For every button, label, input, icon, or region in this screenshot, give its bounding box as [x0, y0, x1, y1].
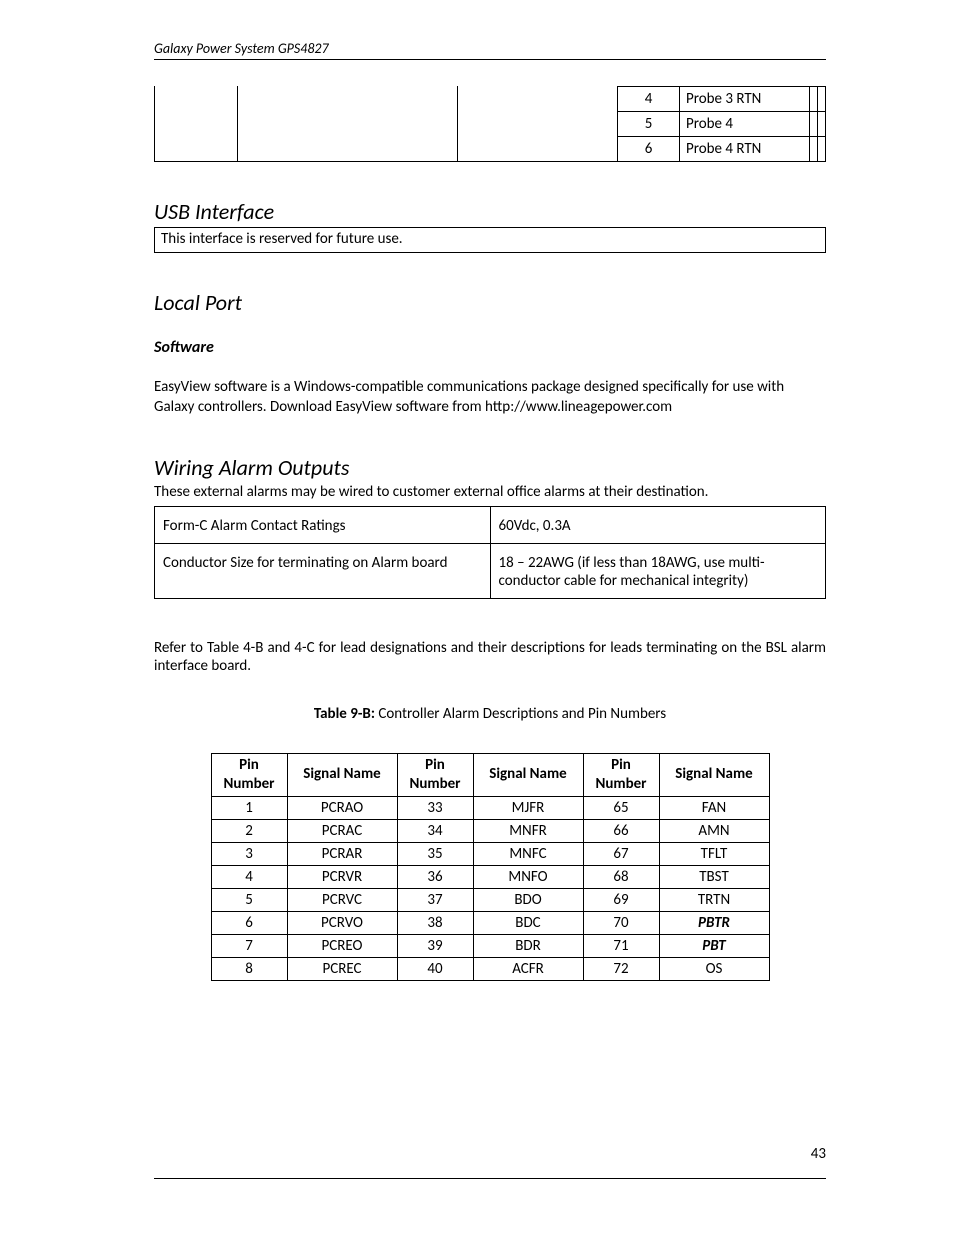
table-row: Conductor Size for terminating on Alarm …	[155, 544, 826, 599]
signal-name-cell: PCRAR	[287, 842, 397, 865]
pin-number-cell: 70	[583, 911, 659, 934]
signal-name-cell: BDO	[473, 888, 583, 911]
heading-local-port: Local Port	[154, 289, 826, 318]
pin-number-cell: 69	[583, 888, 659, 911]
table-row: 4PCRVR36MNFO68TBST	[211, 865, 769, 888]
pin-number-cell: 8	[211, 957, 287, 980]
pin-table: PinNumber Signal Name PinNumber Signal N…	[211, 753, 770, 981]
table-row: 1PCRAO33MJFR65FAN	[211, 796, 769, 819]
pin-number-cell: 72	[583, 957, 659, 980]
signal-name-cell: PCREC	[287, 957, 397, 980]
ratings-label: Form-C Alarm Contact Ratings	[155, 507, 491, 544]
alarm-ratings-table: Form-C Alarm Contact Ratings 60Vdc, 0.3A…	[154, 507, 826, 599]
wiring-intro: These external alarms may be wired to cu…	[154, 483, 826, 508]
signal-name-cell: BDC	[473, 911, 583, 934]
signal-name-cell: PCRVO	[287, 911, 397, 934]
caption-bold: Table 9-B:	[314, 705, 375, 723]
pin-number-cell: 37	[397, 888, 473, 911]
signal-name-cell: TBST	[659, 865, 769, 888]
table-row: 3PCRAR35MNFC67TFLT	[211, 842, 769, 865]
signal-name-cell: MNFO	[473, 865, 583, 888]
signal-name-cell: MJFR	[473, 796, 583, 819]
table-row: Form-C Alarm Contact Ratings 60Vdc, 0.3A	[155, 507, 826, 544]
subheading-software: Software	[154, 338, 826, 357]
table-row: 7PCREO39BDR71PBT	[211, 934, 769, 957]
signal-name-cell: BDR	[473, 934, 583, 957]
probe-num-cell: 5	[618, 111, 679, 136]
pin-number-cell: 1	[211, 796, 287, 819]
signal-name-cell: OS	[659, 957, 769, 980]
usb-text: This interface is reserved for future us…	[154, 228, 826, 253]
table-row: 2PCRAC34MNFR66AMN	[211, 819, 769, 842]
probe-table: 4 5 6 Probe 3 RTN Probe 4 Probe 4 RTN	[154, 86, 826, 162]
probe-num-cell: 4	[618, 86, 679, 111]
pin-number-cell: 34	[397, 819, 473, 842]
pin-number-cell: 39	[397, 934, 473, 957]
pin-number-cell: 65	[583, 796, 659, 819]
refer-paragraph: Refer to Table 4-B and 4-C for lead desi…	[154, 639, 826, 675]
heading-usb-interface: USB Interface	[154, 198, 826, 228]
pin-number-cell: 2	[211, 819, 287, 842]
table-row: 8PCREC40ACFR72OS	[211, 957, 769, 980]
probe-num-cell: 6	[618, 136, 679, 161]
pin-th: PinNumber	[211, 754, 287, 797]
doc-header: Galaxy Power System GPS4827	[154, 40, 826, 60]
pin-th: PinNumber	[397, 754, 473, 797]
heading-wiring-alarm-outputs: Wiring Alarm Outputs	[154, 454, 826, 483]
signal-name-cell: PCRAO	[287, 796, 397, 819]
pin-number-cell: 40	[397, 957, 473, 980]
probe-label-cell: Probe 3 RTN	[680, 86, 809, 111]
pin-number-cell: 68	[583, 865, 659, 888]
signal-name-cell: PBTR	[659, 911, 769, 934]
local-port-body: EasyView software is a Windows-compatibl…	[154, 377, 826, 418]
pin-number-cell: 71	[583, 934, 659, 957]
signal-name-cell: PCRAC	[287, 819, 397, 842]
pin-number-cell: 66	[583, 819, 659, 842]
pin-number-cell: 67	[583, 842, 659, 865]
table-row: 6PCRVO38BDC70PBTR	[211, 911, 769, 934]
probe-label-cell: Probe 4	[680, 111, 809, 136]
pin-th: Signal Name	[659, 754, 769, 797]
pin-th: Signal Name	[473, 754, 583, 797]
signal-name-cell: FAN	[659, 796, 769, 819]
pin-number-cell: 36	[397, 865, 473, 888]
footer-rule	[154, 1178, 826, 1179]
ratings-value: 18 – 22AWG (if less than 18AWG, use mult…	[490, 544, 826, 599]
signal-name-cell: ACFR	[473, 957, 583, 980]
pin-number-cell: 33	[397, 796, 473, 819]
ratings-label: Conductor Size for terminating on Alarm …	[155, 544, 491, 599]
pin-number-cell: 7	[211, 934, 287, 957]
table-row: 5PCRVC37BDO69TRTN	[211, 888, 769, 911]
pin-number-cell: 3	[211, 842, 287, 865]
signal-name-cell: PCRVR	[287, 865, 397, 888]
signal-name-cell: PCRVC	[287, 888, 397, 911]
pin-number-cell: 6	[211, 911, 287, 934]
ratings-value: 60Vdc, 0.3A	[490, 507, 826, 544]
signal-name-cell: TRTN	[659, 888, 769, 911]
pin-th: Signal Name	[287, 754, 397, 797]
signal-name-cell: TFLT	[659, 842, 769, 865]
pin-number-cell: 38	[397, 911, 473, 934]
table-caption: Table 9-B: Controller Alarm Descriptions…	[154, 705, 826, 723]
pin-number-cell: 5	[211, 888, 287, 911]
signal-name-cell: PBT	[659, 934, 769, 957]
pin-number-cell: 4	[211, 865, 287, 888]
pin-th: PinNumber	[583, 754, 659, 797]
signal-name-cell: AMN	[659, 819, 769, 842]
caption-rest: Controller Alarm Descriptions and Pin Nu…	[375, 705, 666, 723]
signal-name-cell: PCREO	[287, 934, 397, 957]
pin-number-cell: 35	[397, 842, 473, 865]
signal-name-cell: MNFC	[473, 842, 583, 865]
signal-name-cell: MNFR	[473, 819, 583, 842]
page-number: 43	[811, 1145, 826, 1163]
probe-label-cell: Probe 4 RTN	[680, 136, 809, 161]
